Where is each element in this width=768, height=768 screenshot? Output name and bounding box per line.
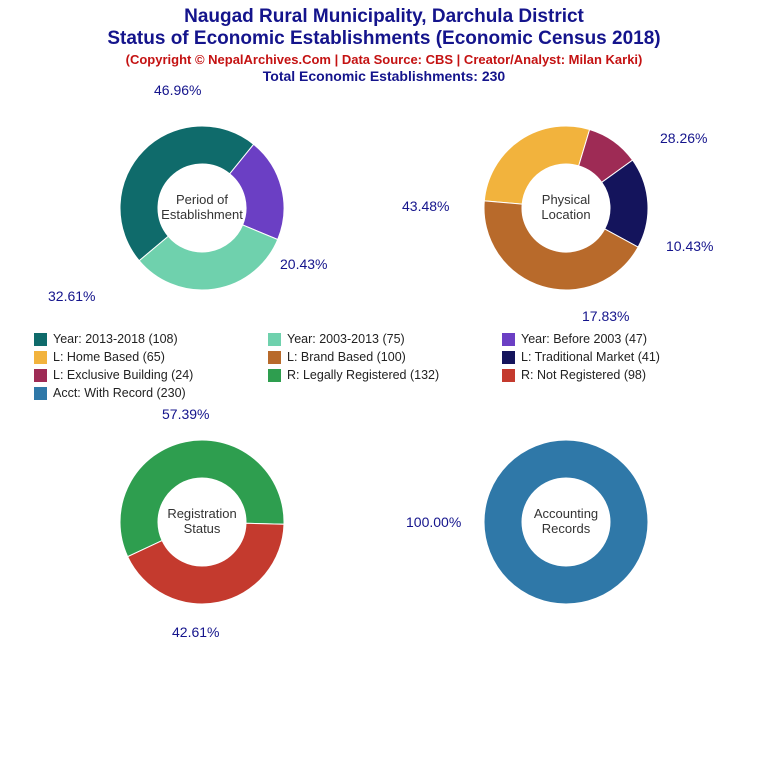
pct-label-with_record: 100.00% [406, 514, 461, 530]
legend-swatch [34, 333, 47, 346]
legend-swatch [502, 333, 515, 346]
legend-swatch [34, 387, 47, 400]
header: Naugad Rural Municipality, Darchula Dist… [0, 0, 768, 84]
legend-label: R: Legally Registered (132) [287, 368, 439, 382]
center-label-location: Physical Location [521, 193, 611, 223]
legend-item: L: Home Based (65) [34, 350, 254, 364]
legend-label: L: Traditional Market (41) [521, 350, 660, 364]
legend-swatch [34, 369, 47, 382]
top-charts-row: Period of Establishment46.96%20.43%32.61… [0, 88, 768, 328]
legend: Year: 2013-2018 (108) Year: 2003-2013 (75… [0, 328, 768, 400]
legend-swatch [268, 333, 281, 346]
legend-item: Year: Before 2003 (47) [502, 332, 722, 346]
legend-label: L: Home Based (65) [53, 350, 165, 364]
pct-label-brand: 43.48% [402, 198, 449, 214]
legend-item: Year: 2003-2013 (75) [268, 332, 488, 346]
pct-label-before_2003: 20.43% [280, 256, 327, 272]
chart-physical-location: Physical Location28.26%10.43%17.83%43.48… [406, 88, 726, 328]
legend-label: L: Brand Based (100) [287, 350, 406, 364]
pct-label-y2003_2013: 32.61% [48, 288, 95, 304]
chart-accounting-records: Accounting Records 100.00% [406, 402, 726, 642]
legend-label: L: Exclusive Building (24) [53, 368, 193, 382]
legend-item: R: Not Registered (98) [502, 368, 722, 382]
total-line: Total Economic Establishments: 230 [0, 68, 768, 84]
legend-swatch [502, 369, 515, 382]
copyright-line: (Copyright © NepalArchives.Com | Data So… [0, 52, 768, 67]
center-label-accounting: Accounting Records [521, 507, 611, 537]
chart-registration-status: Registration Status 57.39% 42.61% [42, 402, 362, 642]
legend-label: Year: 2013-2018 (108) [53, 332, 178, 346]
title-line1: Naugad Rural Municipality, Darchula Dist… [0, 6, 768, 28]
legend-label: R: Not Registered (98) [521, 368, 646, 382]
legend-item: L: Exclusive Building (24) [34, 368, 254, 382]
legend-item: L: Traditional Market (41) [502, 350, 722, 364]
legend-label: Acct: With Record (230) [53, 386, 186, 400]
legend-item: Acct: With Record (230) [34, 386, 254, 400]
legend-swatch [268, 351, 281, 364]
pct-label-traditional: 17.83% [582, 308, 629, 324]
legend-label: Year: Before 2003 (47) [521, 332, 647, 346]
legend-label: Year: 2003-2013 (75) [287, 332, 405, 346]
legend-item: Year: 2013-2018 (108) [34, 332, 254, 346]
legend-item: L: Brand Based (100) [268, 350, 488, 364]
pct-label-registered: 57.39% [162, 406, 209, 422]
chart-period-of-establishment: Period of Establishment46.96%20.43%32.61… [42, 88, 362, 328]
pct-label-y2013_2018: 46.96% [154, 82, 201, 98]
center-label-period: Period of Establishment [157, 193, 247, 223]
pct-label-not_registered: 42.61% [172, 624, 219, 640]
bottom-charts-row: Registration Status 57.39% 42.61% Accounti… [0, 402, 768, 642]
legend-swatch [268, 369, 281, 382]
pct-label-exclusive: 10.43% [666, 238, 713, 254]
legend-swatch [34, 351, 47, 364]
center-label-registration: Registration Status [157, 507, 247, 537]
pct-label-home: 28.26% [660, 130, 707, 146]
title-line2: Status of Economic Establishments (Econo… [0, 28, 768, 50]
legend-item: R: Legally Registered (132) [268, 368, 488, 382]
legend-swatch [502, 351, 515, 364]
